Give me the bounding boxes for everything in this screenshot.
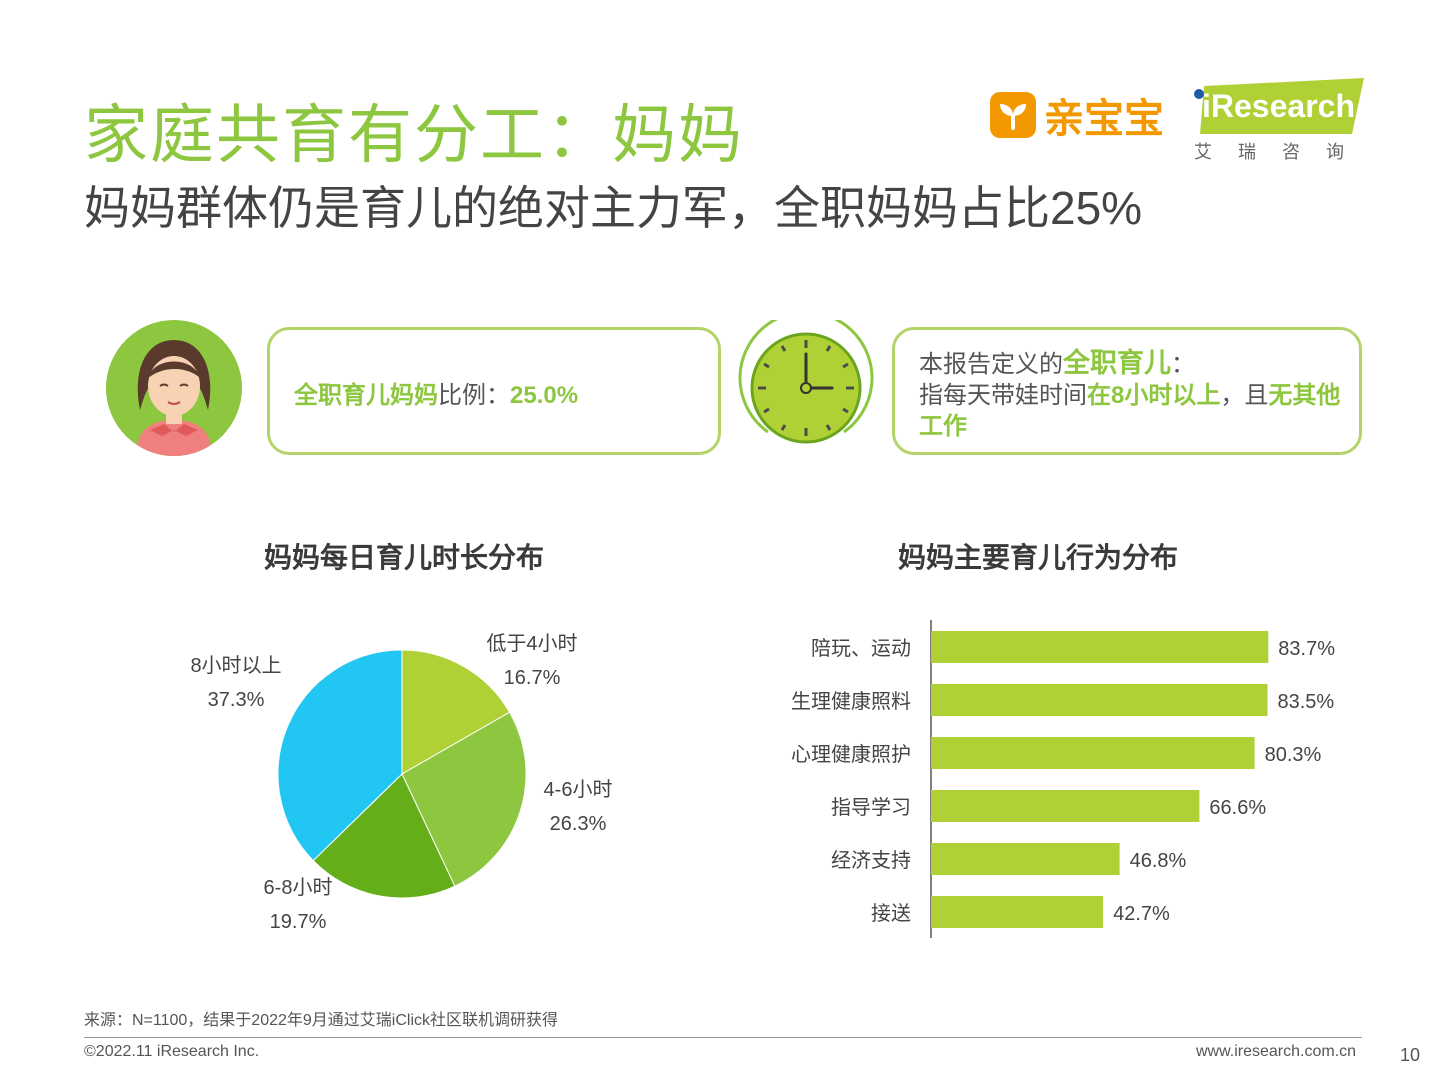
- bar-value-label: 46.8%: [1130, 850, 1187, 872]
- bar-category-label: 指导学习: [831, 796, 911, 819]
- bar: [931, 737, 1255, 769]
- full-time-definition-box: 本报告定义的全职育儿： 指每天带娃时间在8小时以上，且无其他工作: [892, 327, 1362, 455]
- ratio-mid: 比例：: [438, 382, 510, 409]
- qinbaobao-logo-text: 亲宝宝: [1044, 97, 1164, 141]
- mother-avatar: [106, 320, 242, 456]
- pie-value-label: 16.7%: [504, 667, 561, 689]
- pie-chart: 低于4小时 16.7% 4-6小时 26.3% 6-8小时 19.7% 8小时以上 37.3%: [190, 632, 613, 933]
- pie-chart-title: 妈妈每日育儿时长分布: [264, 542, 545, 573]
- def-line2-a: 指每天带娃时间: [919, 382, 1087, 409]
- def-prefix: 本报告定义的: [919, 351, 1063, 378]
- pie-value-label: 19.7%: [270, 911, 327, 933]
- iresearch-banner-icon: [1194, 78, 1364, 134]
- def-colon: ：: [1171, 351, 1195, 378]
- clock-icon: [738, 310, 874, 456]
- iresearch-logo-text: iResearch: [1202, 88, 1355, 124]
- pie-slice: [277, 649, 403, 862]
- qinbaobao-logo: 亲宝宝: [990, 86, 1164, 144]
- bar: [931, 631, 1269, 663]
- sprout-icon: [990, 92, 1036, 138]
- pie-category-label: 8小时以上: [190, 654, 281, 677]
- pie-value-label: 26.3%: [550, 813, 607, 835]
- pie-category-label: 低于4小时: [486, 632, 577, 655]
- bar-category-label: 生理健康照料: [791, 690, 911, 713]
- bar-value-label: 83.7%: [1278, 638, 1335, 660]
- def-line2-c: ，且: [1220, 382, 1269, 409]
- bar-value-label: 66.6%: [1209, 797, 1266, 819]
- source-note: 来源：N=1100，结果于2022年9月通过艾瑞iClick社区联机调研获得: [84, 1012, 559, 1029]
- bar-category-label: 心理健康照护: [791, 743, 911, 766]
- ratio-value: 25.0%: [510, 382, 579, 409]
- iresearch-logo-cn: 艾瑞咨询: [1194, 142, 1370, 162]
- pie-category-label: 4-6小时: [544, 778, 613, 801]
- full-time-ratio-box: 全职育儿妈妈比例：25.0%: [267, 327, 721, 455]
- pie-value-label: 37.3%: [208, 689, 265, 711]
- bar: [931, 843, 1120, 875]
- bar-category-label: 经济支持: [831, 849, 911, 872]
- def-line2-d: 无其他工作: [919, 382, 1341, 440]
- bar-chart: 陪玩、运动 83.7% 生理健康照料 83.5% 心理健康照护 80.3% 指导学习 66.6…: [791, 620, 1335, 938]
- bar-value-label: 80.3%: [1265, 744, 1322, 766]
- page-number: 10: [1400, 1045, 1421, 1065]
- bar-category-label: 接送: [871, 902, 911, 925]
- website-link[interactable]: www.iresearch.com.cn: [1196, 1043, 1357, 1060]
- pie-slice: [401, 649, 511, 775]
- page-title: 家庭共育有分工：妈妈: [84, 99, 744, 171]
- bar-category-label: 陪玩、运动: [811, 637, 911, 660]
- pie-slice: [401, 711, 527, 887]
- page-subtitle: 妈妈群体仍是育儿的绝对主力军，全职妈妈占比25%: [84, 182, 1143, 234]
- pie-category-label: 6-8小时: [264, 876, 333, 899]
- bar: [931, 684, 1268, 716]
- bar-value-label: 83.5%: [1278, 691, 1335, 713]
- bar-value-label: 42.7%: [1113, 903, 1170, 925]
- def-term: 全职育儿: [1063, 348, 1171, 378]
- copyright: ©2022.11 iResearch Inc.: [84, 1043, 260, 1060]
- iresearch-logo: iResearch 艾瑞咨询: [1192, 76, 1368, 162]
- ratio-label: 全职育儿妈妈: [294, 382, 438, 409]
- bar-chart-title: 妈妈主要育儿行为分布: [898, 542, 1179, 573]
- bar: [931, 896, 1104, 928]
- pie-slice: [312, 773, 456, 899]
- bar: [931, 790, 1200, 822]
- footer-divider: [84, 1037, 1362, 1038]
- def-line2-b: 在8小时以上: [1087, 382, 1221, 409]
